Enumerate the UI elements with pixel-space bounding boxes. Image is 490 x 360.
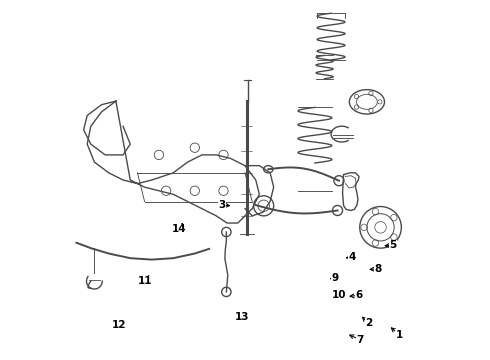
Text: 7: 7	[356, 334, 364, 345]
Text: 5: 5	[389, 240, 396, 250]
Text: 10: 10	[332, 291, 346, 301]
Text: 4: 4	[349, 252, 356, 262]
Text: 6: 6	[355, 291, 363, 301]
Text: 14: 14	[172, 225, 186, 234]
Text: 1: 1	[395, 330, 403, 340]
Text: 13: 13	[235, 312, 249, 322]
Text: 2: 2	[365, 319, 372, 328]
Text: 8: 8	[374, 264, 381, 274]
Text: 9: 9	[332, 273, 339, 283]
Text: 12: 12	[112, 320, 126, 330]
Text: 11: 11	[138, 276, 152, 286]
Text: 3: 3	[218, 200, 225, 210]
